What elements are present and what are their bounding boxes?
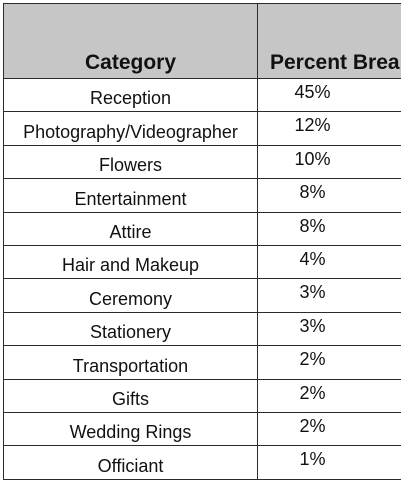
table-row: Reception 45% — [4, 79, 401, 113]
table-row: Photography/Videographer 12% — [4, 112, 401, 146]
category-cell[interactable]: Stationery — [4, 312, 258, 347]
category-cell[interactable]: Wedding Rings — [4, 412, 258, 447]
table-row: Hair and Makeup 4% — [4, 245, 401, 280]
category-cell[interactable]: Hair and Makeup — [4, 245, 258, 280]
percent-cell[interactable]: 3% — [258, 313, 401, 347]
category-cell[interactable]: Flowers — [4, 145, 258, 180]
budget-table: Category Percent Breakdown Reception45%P… — [3, 3, 401, 480]
percent-cell[interactable]: 2% — [258, 380, 401, 413]
percent-cell[interactable]: 1% — [258, 446, 401, 480]
category-cell[interactable]: Officiant — [4, 446, 258, 480]
category-cell[interactable]: Ceremony — [4, 279, 258, 313]
table-row: Transportation 2% — [4, 346, 401, 380]
percent-cell[interactable]: 45% — [258, 79, 401, 113]
table-row: Flowers 10% — [4, 145, 401, 180]
category-cell[interactable]: Transportation — [4, 346, 258, 380]
table-row: Entertainment 8% — [4, 179, 401, 213]
table-row: Gifts 2% — [4, 379, 401, 413]
table-row: Wedding Rings 2% — [4, 412, 401, 447]
category-cell[interactable]: Photography/Videographer — [4, 112, 258, 146]
table-body: Reception 45% Photography/Videographer 12% F… — [4, 79, 401, 480]
category-cell[interactable]: Reception — [4, 79, 258, 113]
table-header-row: Category Percent Breakdown — [4, 4, 401, 79]
percent-cell[interactable]: 12% — [258, 112, 401, 146]
percent-cell[interactable]: 2% — [258, 346, 401, 380]
column-header-category[interactable]: Category — [4, 4, 258, 79]
percent-cell[interactable]: 4% — [258, 246, 401, 280]
table-row: Officiant 1% — [4, 446, 401, 480]
table-row: Stationery 3% — [4, 312, 401, 347]
percent-cell[interactable]: 8% — [258, 179, 401, 213]
percent-cell[interactable]: 2% — [258, 413, 401, 447]
category-cell[interactable]: Entertainment — [4, 179, 258, 213]
percent-cell[interactable]: 3% — [258, 279, 401, 313]
category-cell[interactable]: Attire — [4, 212, 258, 246]
table-row: Attire 8% — [4, 212, 401, 246]
column-header-percent[interactable]: Percent Breakdown — [258, 4, 401, 79]
table-row: Ceremony 3% — [4, 279, 401, 313]
percent-cell[interactable]: 10% — [258, 146, 401, 180]
percent-cell[interactable]: 8% — [258, 213, 401, 246]
category-cell[interactable]: Gifts — [4, 379, 258, 413]
